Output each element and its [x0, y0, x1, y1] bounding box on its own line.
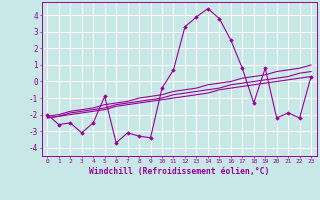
X-axis label: Windchill (Refroidissement éolien,°C): Windchill (Refroidissement éolien,°C)	[89, 167, 269, 176]
